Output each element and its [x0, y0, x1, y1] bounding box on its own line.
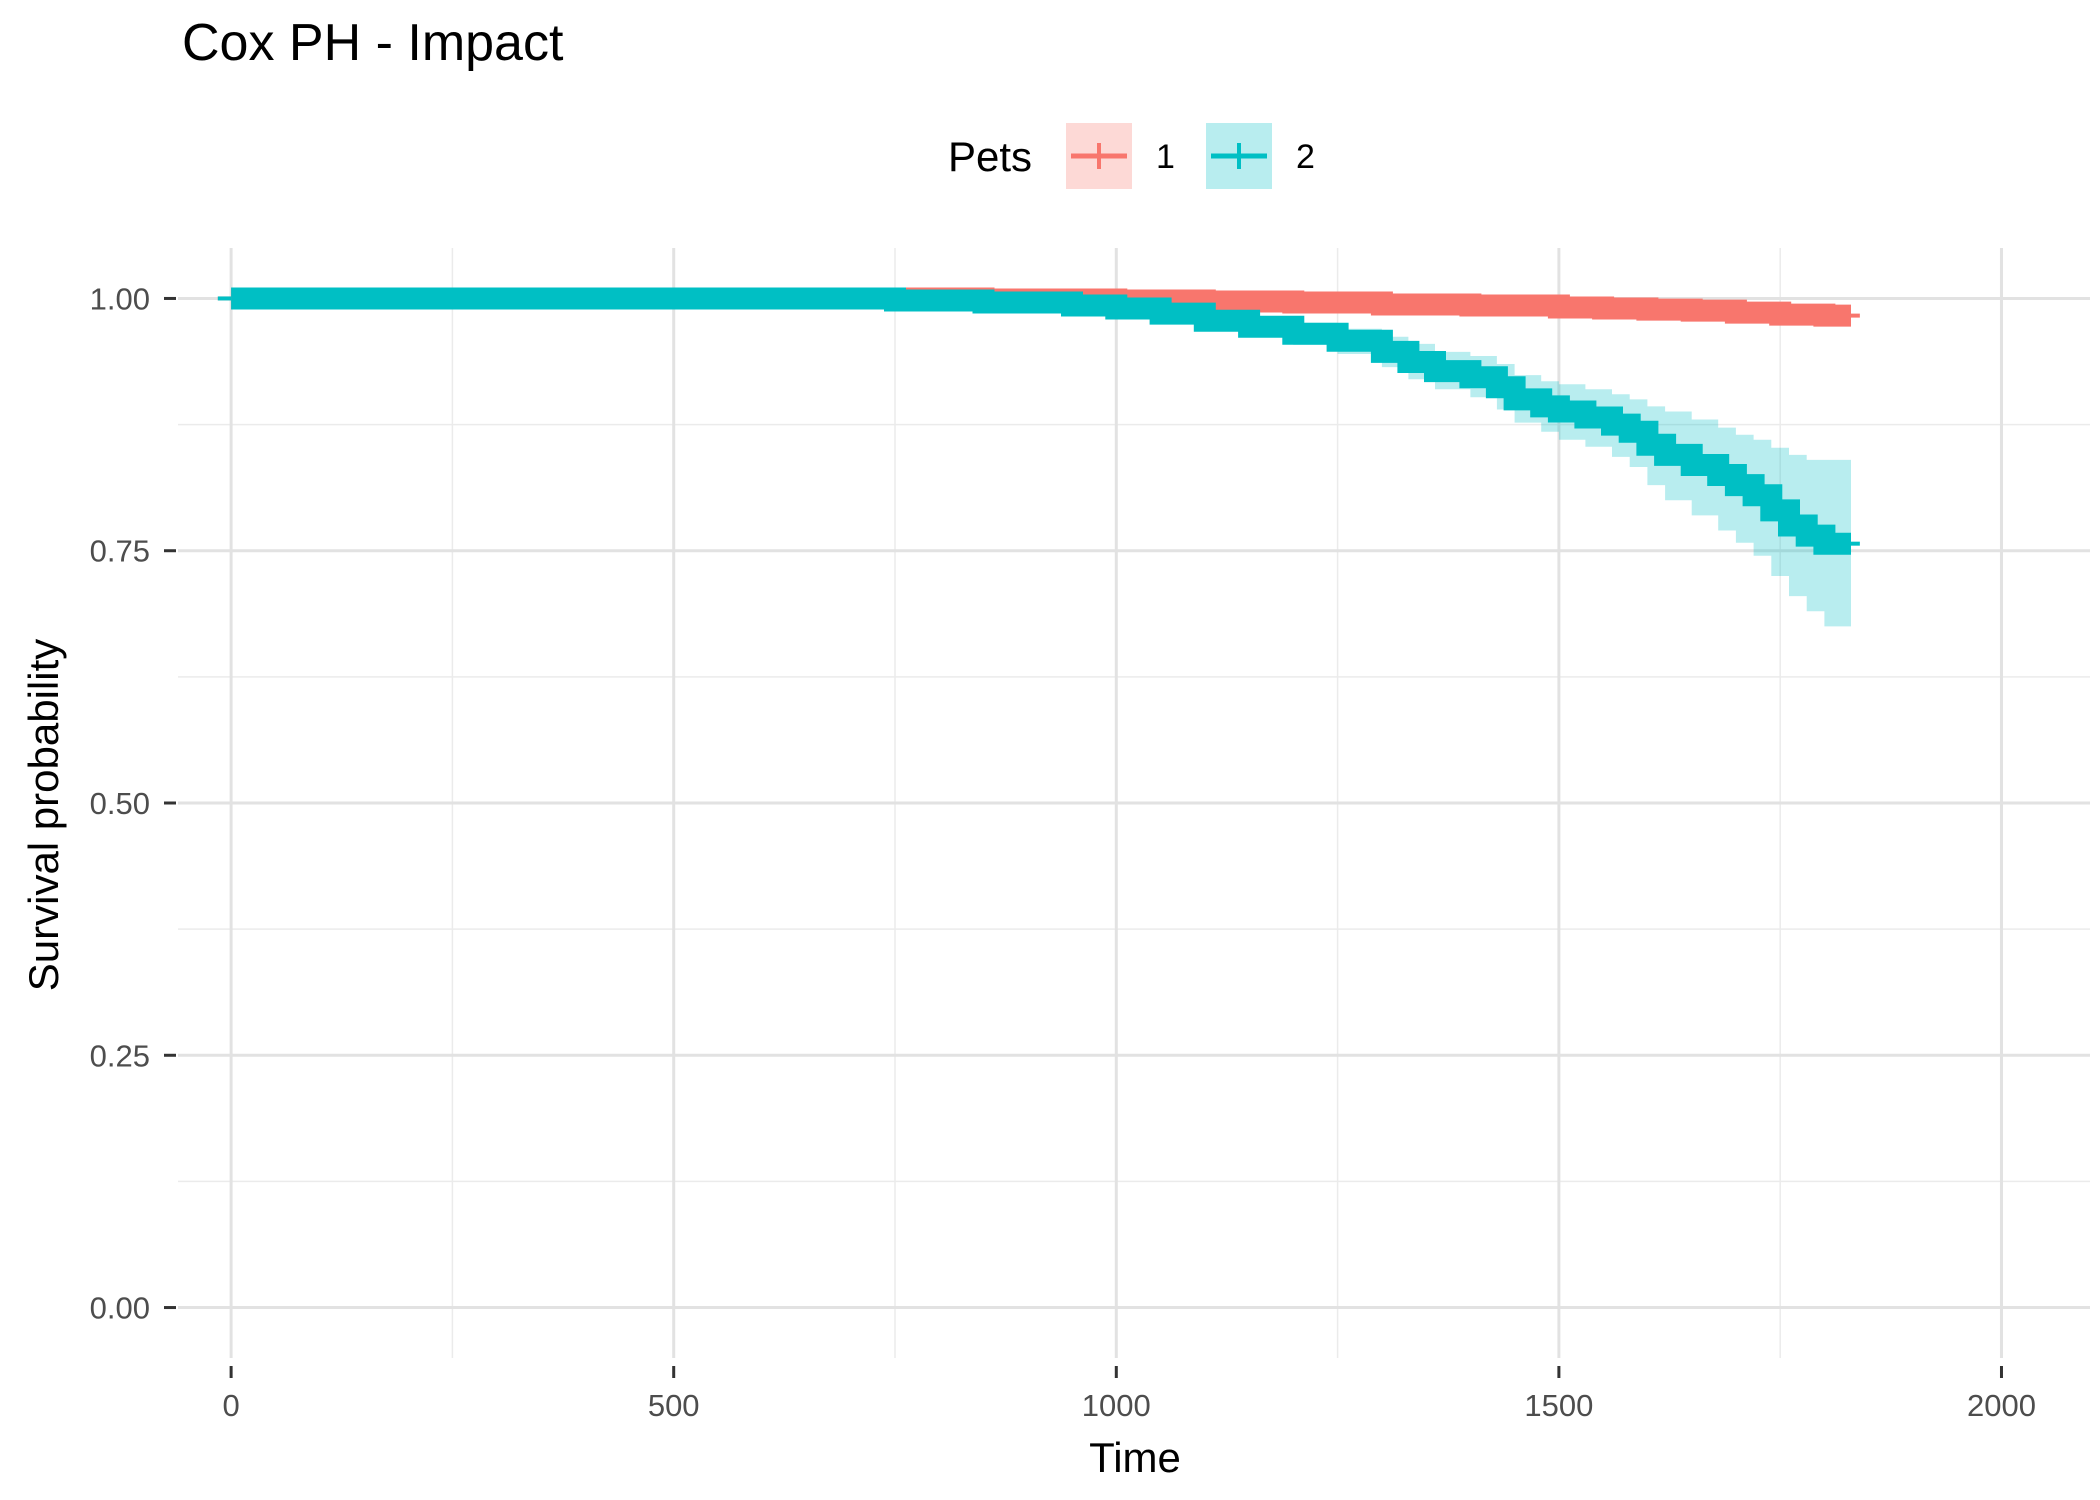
grid	[178, 248, 2090, 1358]
chart-title: Cox PH - Impact	[182, 14, 564, 72]
legend-label: 1	[1156, 138, 1175, 176]
x-tick-label: 1000	[1082, 1388, 1151, 1423]
x-tick-label: 0	[222, 1388, 239, 1423]
legend-title: Pets	[948, 133, 1032, 180]
confidence-band-2	[231, 298, 1852, 630]
survival-curves	[217, 287, 1860, 555]
y-axis-title: Survival probability	[20, 639, 67, 992]
survival-curve-2	[231, 287, 1851, 555]
y-tick-label: 0.75	[90, 534, 150, 569]
legend-item-1: 1	[1066, 123, 1175, 189]
y-tick-label: 1.00	[90, 281, 150, 316]
y-tick-label: 0.50	[90, 786, 150, 821]
legend-item-2: 2	[1206, 123, 1315, 189]
x-tick-label: 500	[648, 1388, 700, 1423]
x-tick-label: 2000	[1967, 1388, 2036, 1423]
y-tick-label: 0.00	[90, 1291, 150, 1326]
x-axis-title: Time	[1089, 1434, 1181, 1481]
legend-label: 2	[1296, 138, 1315, 176]
axes: 0 500 1000 1500 2000 0.00 0.25 0.50 0.75 1.00	[90, 281, 2036, 1423]
confidence-bands	[231, 298, 1852, 630]
x-tick-label: 1500	[1524, 1388, 1593, 1423]
y-tick-label: 0.25	[90, 1038, 150, 1073]
